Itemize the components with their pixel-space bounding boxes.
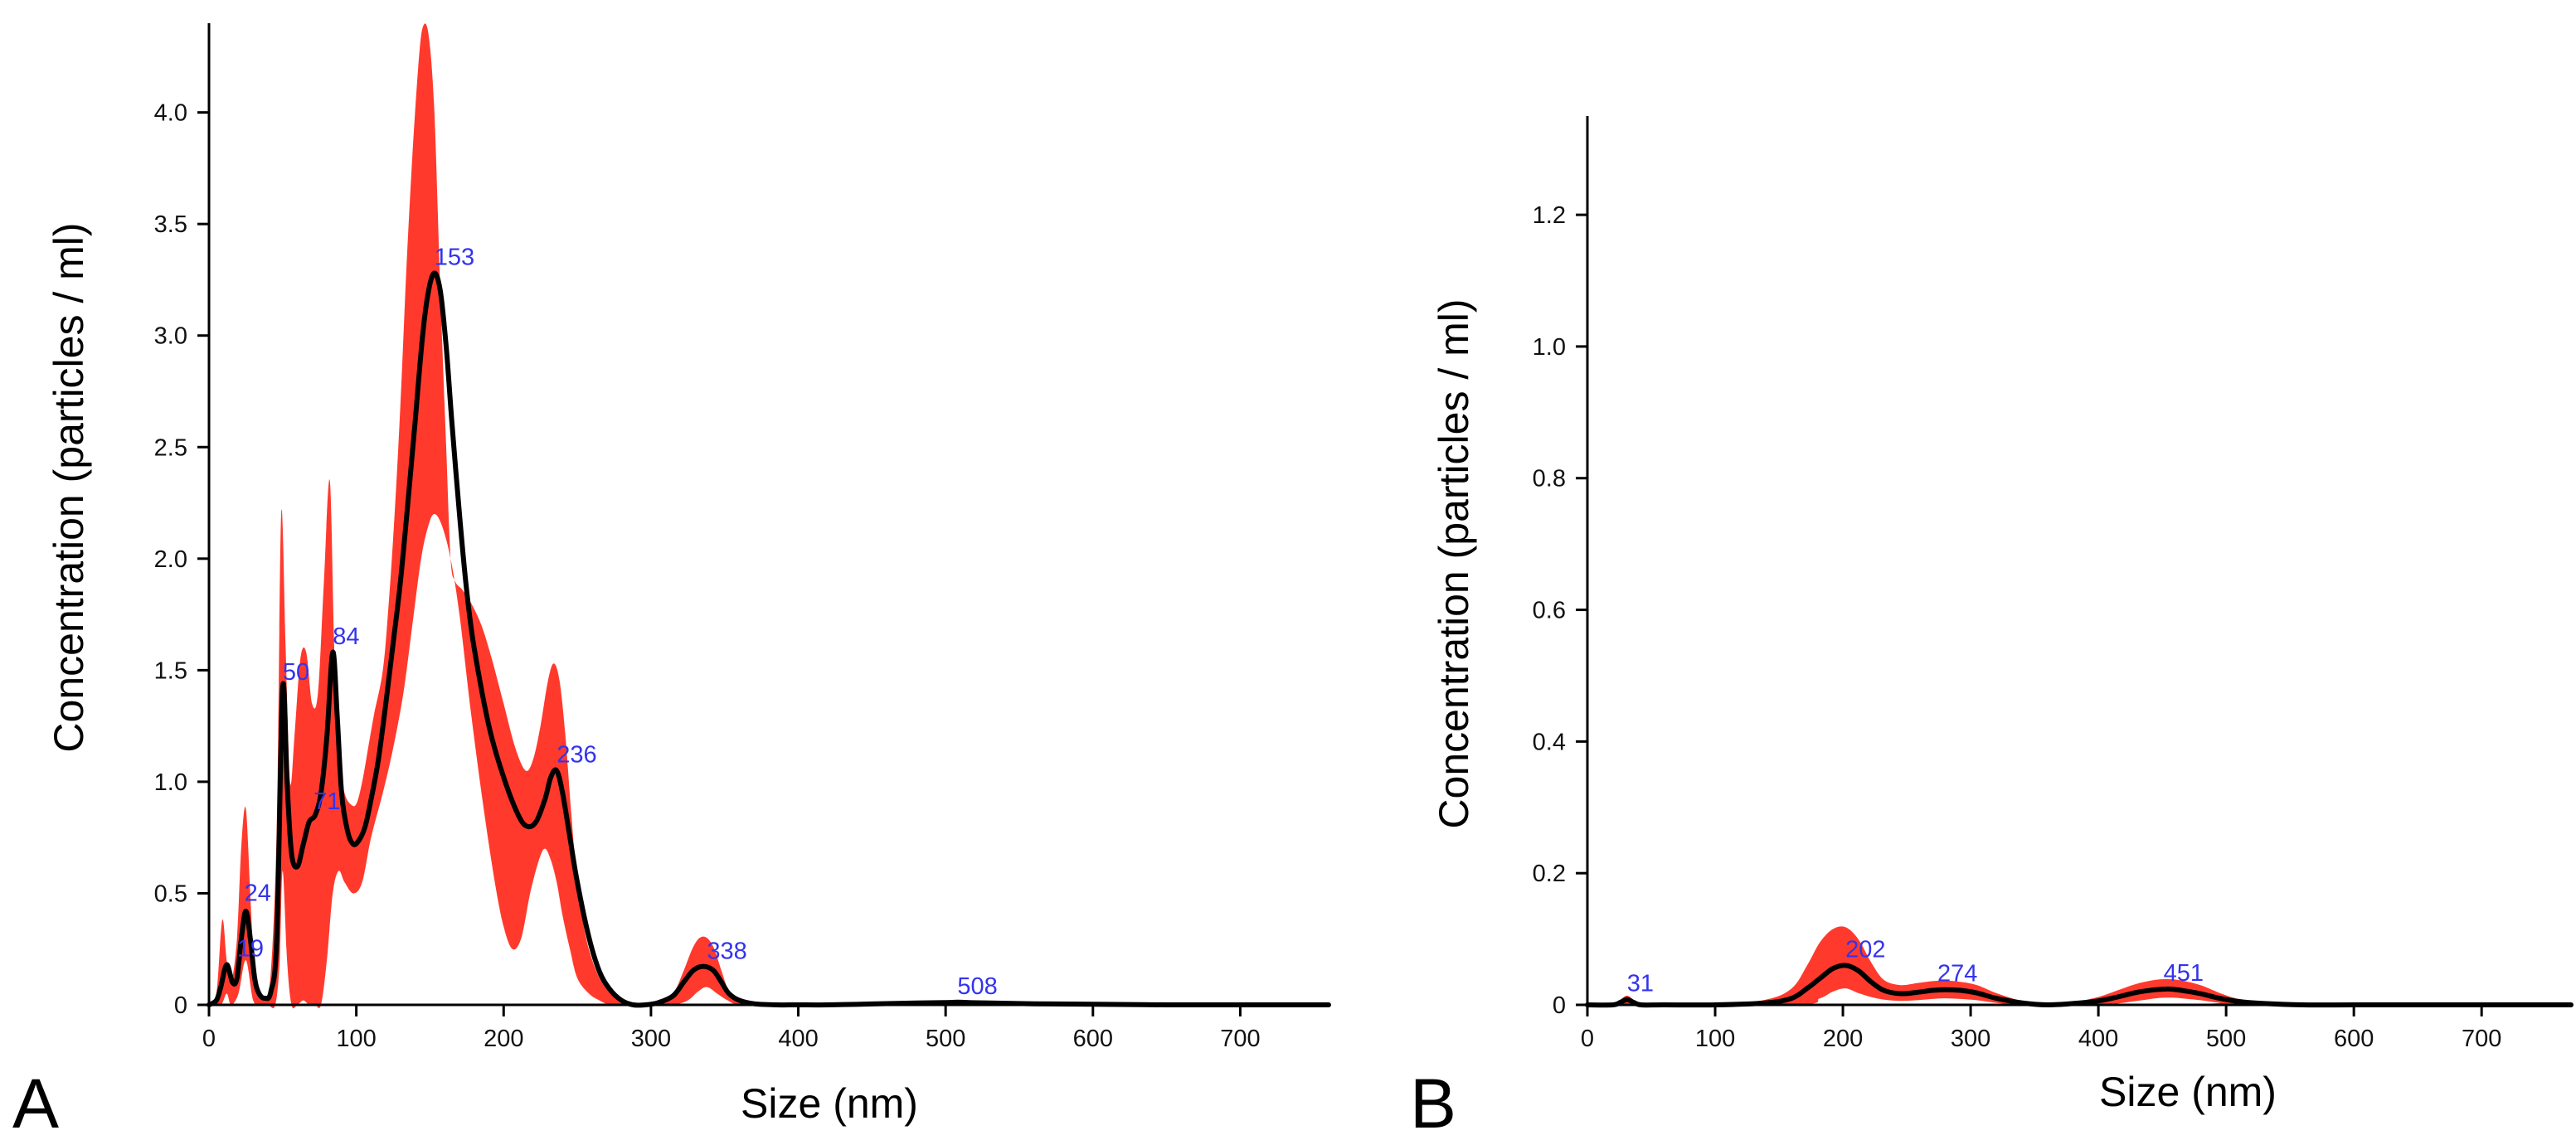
panel-b-peak-label: 274: [1937, 961, 1977, 987]
panel-a-x-tick-label: 100: [336, 1026, 376, 1052]
panel-a-x-tick-label: 300: [631, 1026, 671, 1052]
panel-b-x-tick-label: 0: [1581, 1026, 1594, 1052]
panel-a-y-tick-label: 2.5: [154, 434, 187, 461]
panel-a-peak-label: 508: [957, 973, 997, 1000]
panel-a-y-tick-label: 0: [174, 992, 187, 1019]
panel-a-y-tick-label: 1.0: [154, 769, 187, 796]
panel-a-y-tick-label: 4.0: [154, 100, 187, 127]
panel-a-peak-label: 153: [435, 244, 474, 270]
panel-b-x-tick-label: 700: [2462, 1026, 2501, 1052]
panel-b-y-tick-label: 1.2: [1533, 202, 1566, 229]
panel-b-y-tick-label: 0: [1553, 992, 1566, 1019]
panel-a-x-tick-label: 500: [926, 1026, 965, 1052]
panel-b-y-tick-label: 0.2: [1533, 861, 1566, 887]
panel-b-x-axis-title: Size (nm): [2099, 1069, 2277, 1115]
panel-b-y-tick-label: 1.0: [1533, 334, 1566, 361]
panel-b-peak-label: 31: [1627, 971, 1654, 997]
panel-a-x-tick-label: 400: [778, 1026, 818, 1052]
panel-a-y-tick-label: 2.0: [154, 546, 187, 573]
panel-a-x-tick-label: 200: [484, 1026, 523, 1052]
panel-b-x-tick-label: 100: [1695, 1026, 1735, 1052]
panel-a-peak-label: 71: [313, 788, 340, 815]
panel-a-y-tick-label: 0.5: [154, 880, 187, 907]
panel-a-x-axis-title: Size (nm): [741, 1080, 918, 1127]
panel-a-y-tick-label: 3.0: [154, 323, 187, 350]
panel-b-x-tick-label: 400: [2078, 1026, 2118, 1052]
panel-b-error-band: [1587, 926, 2571, 1006]
panel-a-chart: 0 100 200 300 400 500 600 700 0 0.5 1.0 1.5 2.0 2.5 3.…: [12, 23, 1331, 1140]
panel-a-y-axis-title: Concentration (particles / ml): [46, 222, 92, 752]
panel-a-y-tick-label: 1.5: [154, 657, 187, 684]
panel-a-peak-label: 50: [283, 659, 309, 686]
panel-a-peak-label: 338: [707, 938, 746, 964]
panel-b-x-tick-label: 500: [2206, 1026, 2246, 1052]
panel-b-y-tick-label: 0.6: [1533, 598, 1566, 624]
panel-b-x-tick-label: 200: [1823, 1026, 1863, 1052]
panel-b-y-tick-label: 0.4: [1533, 729, 1566, 755]
panel-a-y-tick-label: 3.5: [154, 211, 187, 238]
panel-a-peak-label: 84: [333, 623, 359, 650]
panel-a-peak-label: 236: [557, 741, 596, 768]
panel-a-x-tick-label: 0: [202, 1026, 216, 1052]
panel-b-peak-label: 202: [1845, 936, 1885, 963]
panel-b-y-tick-label: 0.8: [1533, 466, 1566, 492]
panel-a-error-band: [209, 23, 1329, 1009]
panel-b-peak-label: 451: [2164, 960, 2204, 987]
panel-b-chart: 0 100 200 300 400 500 600 700 0 0.2 0.4 0.6 0.8 1.0 1.…: [1410, 116, 2574, 1140]
panel-b-x-tick-label: 300: [1951, 1026, 1990, 1052]
panel-a-label: A: [12, 1065, 59, 1140]
panel-a-x-tick-label: 700: [1220, 1026, 1260, 1052]
panel-a-x-tick-label: 600: [1073, 1026, 1113, 1052]
panel-b-y-axis-title: Concentration (particles / ml): [1431, 298, 1477, 828]
panel-a-peak-label: 19: [237, 936, 264, 963]
panel-a-peak-label: 24: [245, 880, 271, 906]
panel-b-x-tick-label: 600: [2334, 1026, 2374, 1052]
panel-a-mean-line: [207, 270, 1331, 1008]
panel-b-label: B: [1410, 1065, 1456, 1140]
panel-b-mean-line: [1585, 963, 2574, 1008]
